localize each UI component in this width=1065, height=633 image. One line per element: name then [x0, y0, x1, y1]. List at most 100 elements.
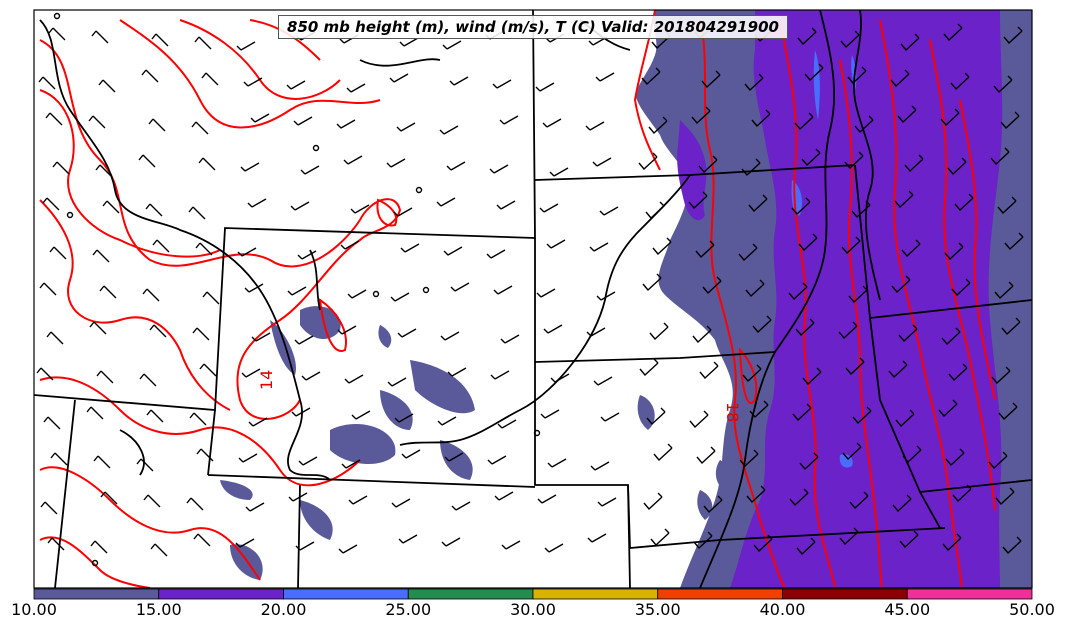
wind-barb	[391, 498, 411, 508]
colorbar-tick-label: 15.00	[135, 600, 182, 619]
colorbar-tick-label: 30.00	[510, 600, 556, 619]
wind-barb	[86, 406, 104, 420]
colorbar-tick-label: 25.00	[385, 600, 432, 619]
wind-barb	[892, 494, 912, 513]
wind-barb	[99, 285, 117, 299]
wind-barb	[854, 115, 874, 134]
wind-barb	[536, 288, 556, 298]
wind-barb	[944, 242, 964, 261]
wind-barb	[348, 495, 368, 505]
wind-barb	[91, 30, 109, 44]
wind-barb	[47, 537, 65, 551]
wind-barb	[138, 154, 156, 168]
wind-barb	[746, 485, 766, 504]
wind-barb	[739, 449, 759, 468]
wind-barb	[942, 533, 962, 552]
wind-barb	[748, 194, 768, 213]
wind-barb	[250, 113, 270, 123]
wind-barb	[251, 332, 271, 342]
wind-barb	[988, 451, 1008, 470]
wind-barb	[338, 544, 358, 554]
wind-barb	[804, 63, 824, 82]
wind-barb	[243, 77, 263, 87]
wind-barb	[540, 409, 560, 419]
wind-barb	[696, 446, 716, 465]
wind-barb	[340, 240, 360, 250]
colorbar-segment	[283, 588, 409, 600]
wind-barb	[501, 540, 521, 550]
wind-barb	[235, 538, 255, 548]
wind-barb	[596, 291, 616, 301]
wind-barb	[443, 246, 463, 256]
wind-barb	[995, 487, 1015, 506]
wind-barb	[801, 148, 821, 167]
wind-barb	[840, 30, 860, 49]
wind-barb	[337, 325, 357, 335]
wind-barb	[90, 540, 108, 554]
wind-barb	[586, 327, 606, 337]
wind-barb	[537, 494, 557, 504]
wind-barb	[792, 403, 812, 422]
wind-barb	[52, 161, 70, 175]
wind-barb	[199, 363, 217, 377]
wind-barb	[149, 324, 167, 338]
wind-barb	[238, 453, 258, 463]
wind-barb	[753, 534, 773, 553]
wind-barb	[290, 201, 310, 211]
wind-barb	[890, 69, 910, 88]
wind-barb	[398, 534, 418, 544]
wind-barb	[447, 367, 467, 377]
wind-barb	[650, 528, 670, 547]
wind-barb	[847, 66, 867, 85]
wind-barb	[550, 373, 570, 383]
wind-barb	[36, 367, 54, 381]
wind-barb	[838, 321, 858, 340]
wind-barb	[350, 204, 370, 214]
wind-barb	[539, 203, 559, 213]
wind-barb	[698, 155, 718, 174]
wind-barb	[841, 236, 861, 255]
wind-barb	[649, 322, 669, 341]
wind-barb	[399, 37, 419, 47]
wind-barb	[894, 190, 914, 209]
wind-barb	[849, 491, 869, 510]
wind-barb	[789, 488, 809, 507]
wind-barb	[441, 537, 461, 547]
wind-barb	[43, 416, 61, 430]
contour-label-14: 14	[257, 370, 276, 390]
wind-barb	[240, 162, 260, 172]
wind-barb	[451, 501, 471, 511]
wind-barb	[45, 112, 63, 126]
wind-barb	[645, 201, 665, 220]
wind-barb	[749, 400, 769, 419]
wind-barb	[397, 328, 417, 338]
wind-barb	[198, 157, 216, 171]
wind-barb	[100, 491, 118, 505]
wind-barb	[895, 409, 915, 428]
wind-barb	[437, 416, 457, 426]
wind-barb	[499, 115, 519, 125]
wind-barb	[653, 443, 673, 462]
wind-barb	[751, 109, 771, 128]
wind-barb	[844, 151, 864, 170]
colorbar-segment	[906, 588, 1033, 600]
wind-barb	[444, 452, 464, 462]
wind-barb	[994, 281, 1014, 300]
wind-barb	[193, 533, 211, 547]
wind-barb	[587, 533, 607, 543]
wind-barb	[390, 292, 410, 302]
wind-barb	[386, 158, 406, 168]
wind-barb	[191, 121, 209, 135]
wind-barb	[1003, 26, 1023, 45]
wind-barb	[638, 152, 658, 171]
wind-barb	[692, 325, 712, 344]
wind-barb	[950, 72, 970, 91]
wind-barb	[744, 73, 764, 92]
colorbar-tick-label: 35.00	[634, 600, 681, 619]
wind-barb	[699, 361, 719, 380]
wind-barb	[141, 69, 159, 83]
wind-barb	[641, 67, 661, 86]
wind-barb	[741, 158, 761, 177]
wind-barb	[688, 191, 708, 210]
